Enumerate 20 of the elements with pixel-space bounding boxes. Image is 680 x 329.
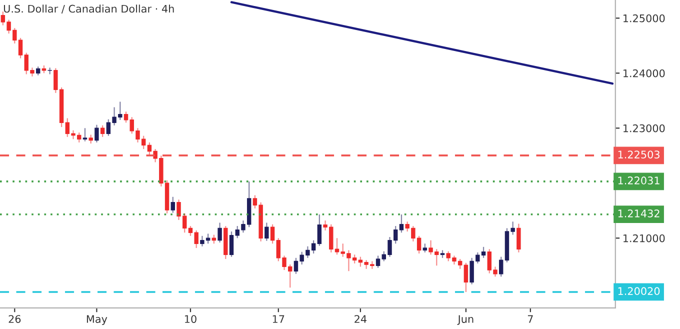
candlestick xyxy=(440,250,445,258)
candlestick xyxy=(88,134,93,144)
x-tick-label: 7 xyxy=(528,315,533,323)
x-tick-label: 17 xyxy=(272,315,284,323)
candlestick xyxy=(422,243,428,253)
ref-line-label: 1.21432 xyxy=(618,209,660,218)
ref-line-label: 1.22031 xyxy=(618,176,660,184)
y-tick-label: 1.23000 xyxy=(623,124,665,132)
x-tick-label: May xyxy=(86,315,108,325)
x-tick-label: Jun xyxy=(457,315,474,325)
x-tick-label: 24 xyxy=(354,315,366,323)
chart-title: U.S. Dollar / Canadian Dollar · 4h xyxy=(4,4,174,14)
y-tick-label: 1.25000 xyxy=(623,14,665,22)
x-tick-label: 26 xyxy=(8,315,21,323)
y-tick-label: 1.24000 xyxy=(623,69,665,78)
y-tick-label: 1.21000 xyxy=(623,234,665,242)
candlestick xyxy=(36,66,40,76)
x-tick-label: 10 xyxy=(185,315,196,323)
ref-line-label: 1.20020 xyxy=(618,287,660,296)
ref-line-label: 1.22503 xyxy=(618,150,660,158)
